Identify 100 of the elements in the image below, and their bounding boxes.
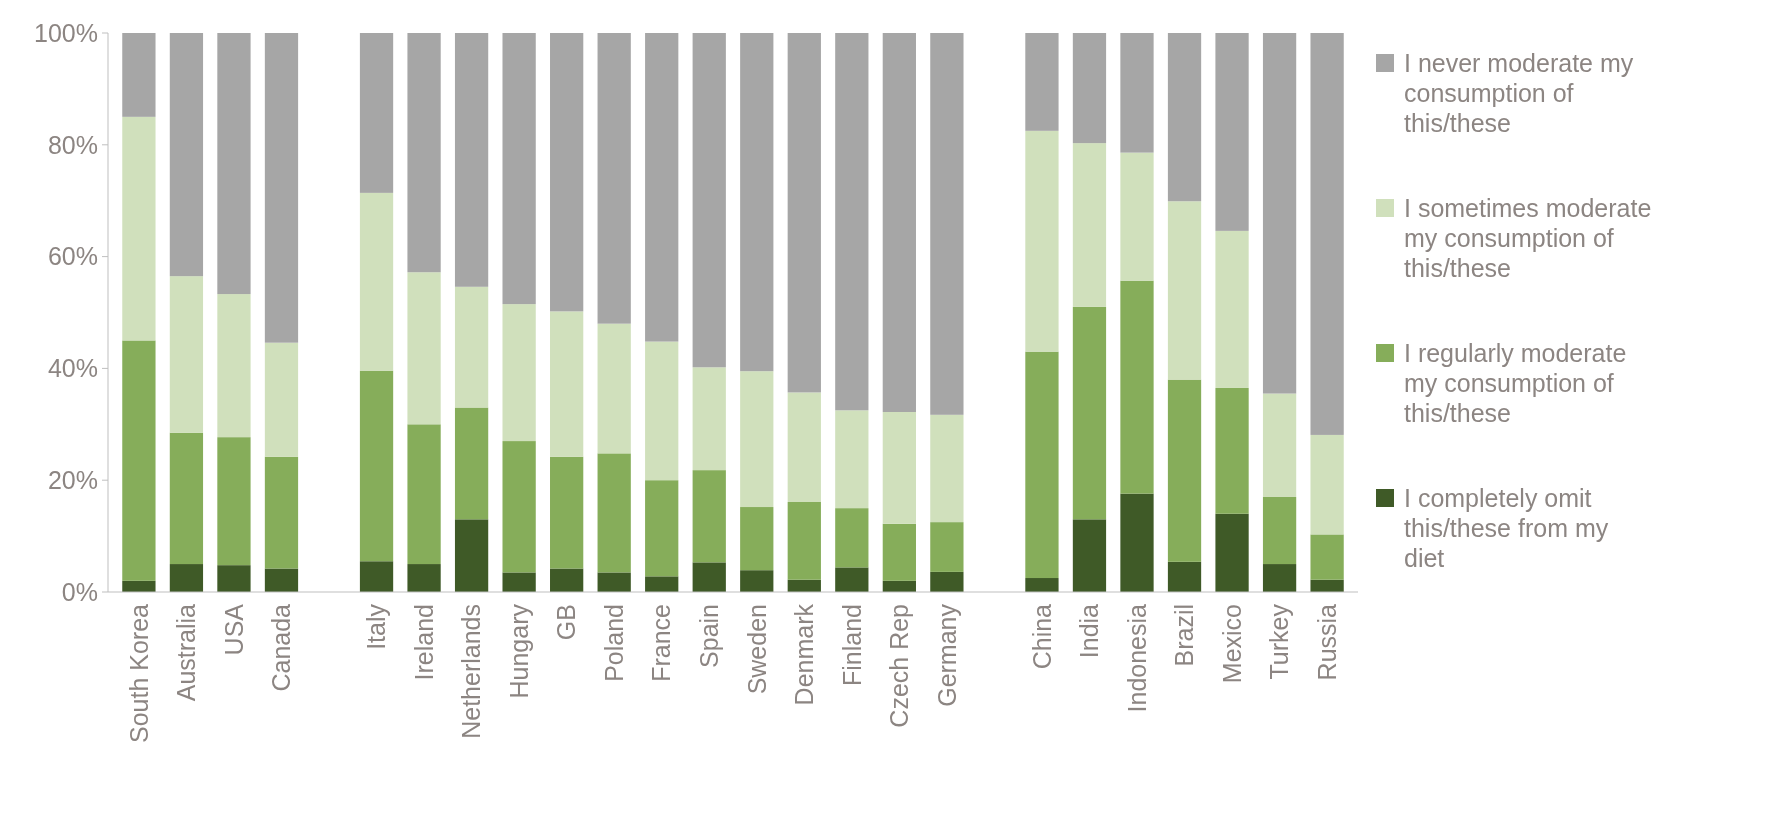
bar xyxy=(692,367,726,471)
bar xyxy=(1215,33,1249,231)
x-tick-label: South Korea xyxy=(124,603,153,743)
bar xyxy=(454,519,489,592)
bar xyxy=(1072,143,1107,307)
bar xyxy=(597,453,631,573)
bar xyxy=(930,33,964,415)
bar xyxy=(787,392,821,502)
bar xyxy=(407,564,441,592)
bar xyxy=(692,33,726,368)
bar xyxy=(169,33,204,277)
bar xyxy=(835,410,869,509)
x-tick-label: Indonesia xyxy=(1122,603,1151,713)
bar xyxy=(550,311,584,457)
legend-label: I never moderate my consumption of this/these xyxy=(1404,48,1634,137)
bar xyxy=(930,414,964,523)
bar xyxy=(169,276,204,433)
bar xyxy=(645,341,679,481)
bar xyxy=(407,424,441,565)
bar xyxy=(692,562,726,592)
bar xyxy=(882,412,916,524)
legend-label: I completely omit this/these from my diet xyxy=(1404,483,1609,572)
bar xyxy=(550,456,584,569)
bar xyxy=(882,33,916,412)
x-tick-label: Poland xyxy=(599,604,628,682)
bar xyxy=(122,340,156,581)
bar xyxy=(502,33,536,305)
bar xyxy=(645,33,679,342)
bar xyxy=(1215,387,1249,514)
bar xyxy=(1262,496,1297,565)
x-tick-label: Brazil xyxy=(1170,604,1199,667)
x-tick-label: India xyxy=(1075,603,1104,659)
bar xyxy=(502,572,536,592)
x-tick-label: Turkey xyxy=(1265,603,1294,680)
x-tick-label: Denmark xyxy=(790,603,819,706)
x-tick-label: Italy xyxy=(362,603,391,650)
bar xyxy=(122,33,156,117)
bar xyxy=(835,33,869,411)
bar xyxy=(1120,33,1154,153)
bar xyxy=(1167,379,1202,562)
bar xyxy=(1262,564,1297,592)
bar xyxy=(1310,579,1344,592)
bar xyxy=(597,33,631,324)
bar xyxy=(1025,578,1059,592)
bar xyxy=(1167,561,1202,592)
bar xyxy=(930,571,964,592)
x-tick-label: Mexico xyxy=(1217,604,1246,684)
y-tick-label: 40% xyxy=(47,354,98,383)
bar xyxy=(1167,33,1202,202)
bar xyxy=(169,432,204,565)
bar xyxy=(264,456,299,569)
x-tick-label: GB xyxy=(552,604,581,641)
bar xyxy=(359,33,394,193)
bar xyxy=(407,272,441,425)
bar xyxy=(835,508,869,568)
legend-label: I regularly moderate my consumption of this/these xyxy=(1404,338,1627,427)
x-tick-label: Spain xyxy=(694,604,723,668)
bar xyxy=(787,33,821,393)
bar xyxy=(217,565,251,592)
bar xyxy=(359,561,394,592)
bar xyxy=(122,116,156,341)
bar xyxy=(264,33,299,343)
bar xyxy=(597,572,631,592)
bar xyxy=(882,523,916,581)
bar xyxy=(1025,33,1059,131)
bar xyxy=(787,502,821,580)
bar xyxy=(1310,534,1344,580)
bar xyxy=(645,480,679,577)
bar xyxy=(1072,33,1107,144)
bar xyxy=(454,286,489,408)
bar xyxy=(692,470,726,563)
x-tick-label: China xyxy=(1027,603,1056,670)
bar xyxy=(597,323,631,454)
bar xyxy=(1120,280,1154,494)
bar xyxy=(502,441,536,573)
bar xyxy=(359,370,394,562)
bar xyxy=(502,304,536,442)
y-tick-label: 60% xyxy=(47,242,98,271)
bar xyxy=(264,342,299,457)
x-tick-label: Sweden xyxy=(742,604,771,695)
bar xyxy=(407,33,441,273)
bar xyxy=(740,371,774,508)
bar xyxy=(264,568,299,592)
x-tick-label: Netherlands xyxy=(457,604,486,739)
bar xyxy=(1262,393,1297,497)
x-tick-label: Hungary xyxy=(504,603,533,699)
bar xyxy=(217,294,251,438)
bar xyxy=(550,568,584,592)
x-tick-label: Finland xyxy=(837,604,866,686)
bar xyxy=(1215,230,1249,388)
bar xyxy=(122,580,156,592)
bar xyxy=(1025,351,1059,579)
bar xyxy=(1310,33,1344,435)
bar xyxy=(1072,519,1107,592)
x-tick-label: Germany xyxy=(932,603,961,707)
bar xyxy=(359,192,394,371)
bar xyxy=(1215,513,1249,592)
bar xyxy=(1120,493,1154,592)
x-tick-label: Ireland xyxy=(409,604,438,681)
x-tick-label: USA xyxy=(219,603,248,656)
